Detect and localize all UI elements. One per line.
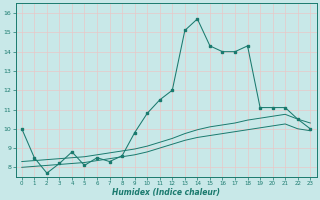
X-axis label: Humidex (Indice chaleur): Humidex (Indice chaleur) [112, 188, 220, 197]
